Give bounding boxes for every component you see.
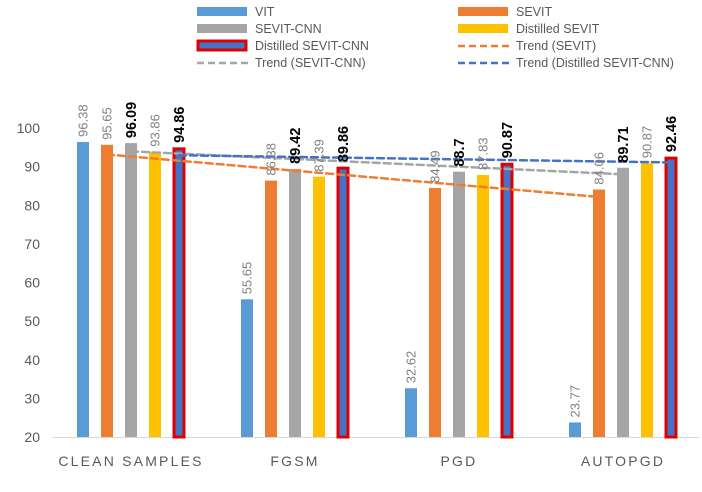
legend-vit-swatch bbox=[197, 7, 247, 16]
legend-trend-sevit-cnn--label: Trend (SEVIT-CNN) bbox=[255, 56, 366, 70]
y-tick-label-50: 50 bbox=[24, 313, 40, 329]
bar-sevit-cnn-2 bbox=[453, 171, 465, 438]
data-label: 89.86 bbox=[336, 126, 352, 162]
bar-sevit-2 bbox=[429, 187, 441, 437]
legend-sevit-swatch bbox=[458, 7, 508, 16]
bar-sevit-cnn-0 bbox=[125, 143, 137, 438]
data-label: 92.46 bbox=[664, 116, 680, 152]
data-label: 93.86 bbox=[148, 114, 163, 147]
y-tick-label-90: 90 bbox=[24, 159, 40, 175]
x-tick-label: FGSM bbox=[270, 453, 319, 469]
data-label: 88.7 bbox=[452, 138, 468, 166]
bar-sevit-1 bbox=[265, 180, 277, 438]
bar-distilled-sevit-1 bbox=[313, 176, 325, 438]
bar-distilled-sevit-2 bbox=[477, 175, 489, 437]
bar-distilled-sevit-cnn-3 bbox=[664, 156, 678, 439]
y-tick-label-100: 100 bbox=[17, 120, 41, 136]
data-label: 23.77 bbox=[568, 385, 583, 418]
bar-distilled-sevit-cnn-0 bbox=[172, 147, 186, 439]
legend-vit-label: VIT bbox=[255, 5, 275, 19]
y-tick-label-70: 70 bbox=[24, 236, 40, 252]
data-label: 96.38 bbox=[76, 104, 91, 137]
legend-distilled-sevit-swatch bbox=[458, 24, 508, 33]
bar-distilled-sevit-3 bbox=[641, 163, 653, 437]
data-label: 32.62 bbox=[404, 351, 419, 384]
data-label: 95.65 bbox=[100, 107, 115, 140]
legend-trend-sevit--label: Trend (SEVIT) bbox=[516, 39, 596, 53]
legend-distilled-sevit-cnn-label: Distilled SEVIT-CNN bbox=[255, 39, 369, 53]
y-tick-label-20: 20 bbox=[24, 429, 40, 445]
bar-sevit-0 bbox=[101, 144, 113, 437]
data-label: 89.42 bbox=[288, 128, 304, 164]
legend-trend-distilled-sevit-cnn--label: Trend (Distilled SEVIT-CNN) bbox=[516, 56, 674, 70]
legend-distilled-sevit-label: Distilled SEVIT bbox=[516, 22, 600, 36]
data-label: 84.06 bbox=[592, 152, 607, 185]
bar-vit-1 bbox=[241, 299, 253, 437]
trendline-trend-sevit- bbox=[105, 153, 601, 199]
legend-sevit-cnn-label: SEVIT-CNN bbox=[255, 22, 322, 36]
data-label: 87.39 bbox=[312, 139, 327, 172]
data-label: 96.09 bbox=[124, 102, 140, 138]
data-label: 86.38 bbox=[264, 143, 279, 176]
bar-vit-3 bbox=[569, 422, 581, 437]
data-label: 89.71 bbox=[616, 126, 632, 162]
bar-distilled-sevit-cnn-1 bbox=[336, 166, 350, 439]
data-label: 94.86 bbox=[172, 107, 188, 143]
bar-sevit-cnn-3 bbox=[617, 167, 629, 438]
y-tick-label-60: 60 bbox=[24, 275, 40, 291]
x-tick-label: CLEAN SAMPLES bbox=[58, 453, 203, 469]
y-tick-label-30: 30 bbox=[24, 390, 40, 406]
bar-sevit-3 bbox=[593, 189, 605, 437]
y-tick-label-40: 40 bbox=[24, 352, 40, 368]
trendline-trend-distilled-sevit-cnn- bbox=[177, 154, 673, 164]
x-tick-label: PGD bbox=[441, 453, 478, 469]
bar-vit-2 bbox=[405, 388, 417, 437]
x-tick-label: AUTOPGD bbox=[581, 453, 665, 469]
data-label: 87.83 bbox=[476, 137, 491, 170]
data-label: 84.49 bbox=[428, 150, 443, 183]
bar-sevit-cnn-1 bbox=[289, 168, 301, 438]
data-label: 90.87 bbox=[500, 122, 516, 158]
legend-distilled-sevit-cnn-swatch bbox=[196, 39, 248, 52]
data-label: 90.87 bbox=[640, 126, 655, 159]
bar-distilled-sevit-0 bbox=[149, 151, 161, 437]
legend-sevit-cnn-swatch bbox=[197, 24, 247, 33]
bar-distilled-sevit-cnn-2 bbox=[500, 162, 514, 439]
bar-vit-0 bbox=[77, 141, 89, 438]
y-tick-label-80: 80 bbox=[24, 197, 40, 213]
data-label: 55.65 bbox=[240, 262, 255, 295]
legend-sevit-label: SEVIT bbox=[516, 5, 552, 19]
